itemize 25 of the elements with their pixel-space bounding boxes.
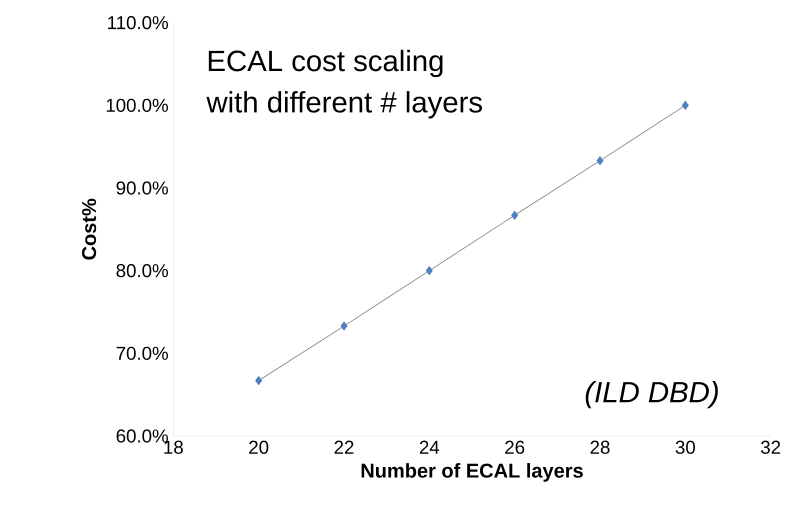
point — [340, 322, 348, 331]
x-tick-label: 20 — [249, 440, 268, 454]
y-tick-label: 100.0% — [106, 98, 168, 112]
annotation: ECAL cost scaling — [208, 50, 443, 78]
x-tick-label: 18 — [164, 440, 183, 454]
annotation: with different # layers — [206, 91, 482, 118]
y-axis-title: Cost% — [82, 198, 96, 260]
y-tick-label: 70.0% — [116, 346, 168, 360]
point — [596, 156, 604, 166]
x-tick-label: 28 — [590, 440, 610, 454]
x-axis-title: Number of ECAL layers — [362, 463, 583, 482]
x-tick-label: 22 — [334, 440, 354, 454]
x-tick-label: 26 — [505, 440, 524, 454]
y-tick-label: 60.0% — [116, 429, 168, 443]
x-tick-label: 24 — [420, 440, 440, 454]
y-tick-label: 110.0% — [108, 16, 168, 30]
annotation: (ILD DBD) — [586, 380, 718, 408]
point — [682, 100, 689, 110]
point — [426, 266, 433, 276]
y-tick-label: 80.0% — [116, 264, 168, 278]
y-tick-label: 90.0% — [116, 181, 168, 195]
point — [511, 210, 518, 220]
x-tick-label: 30 — [676, 440, 695, 454]
point — [255, 376, 262, 386]
x-tick-label: 32 — [760, 440, 780, 454]
